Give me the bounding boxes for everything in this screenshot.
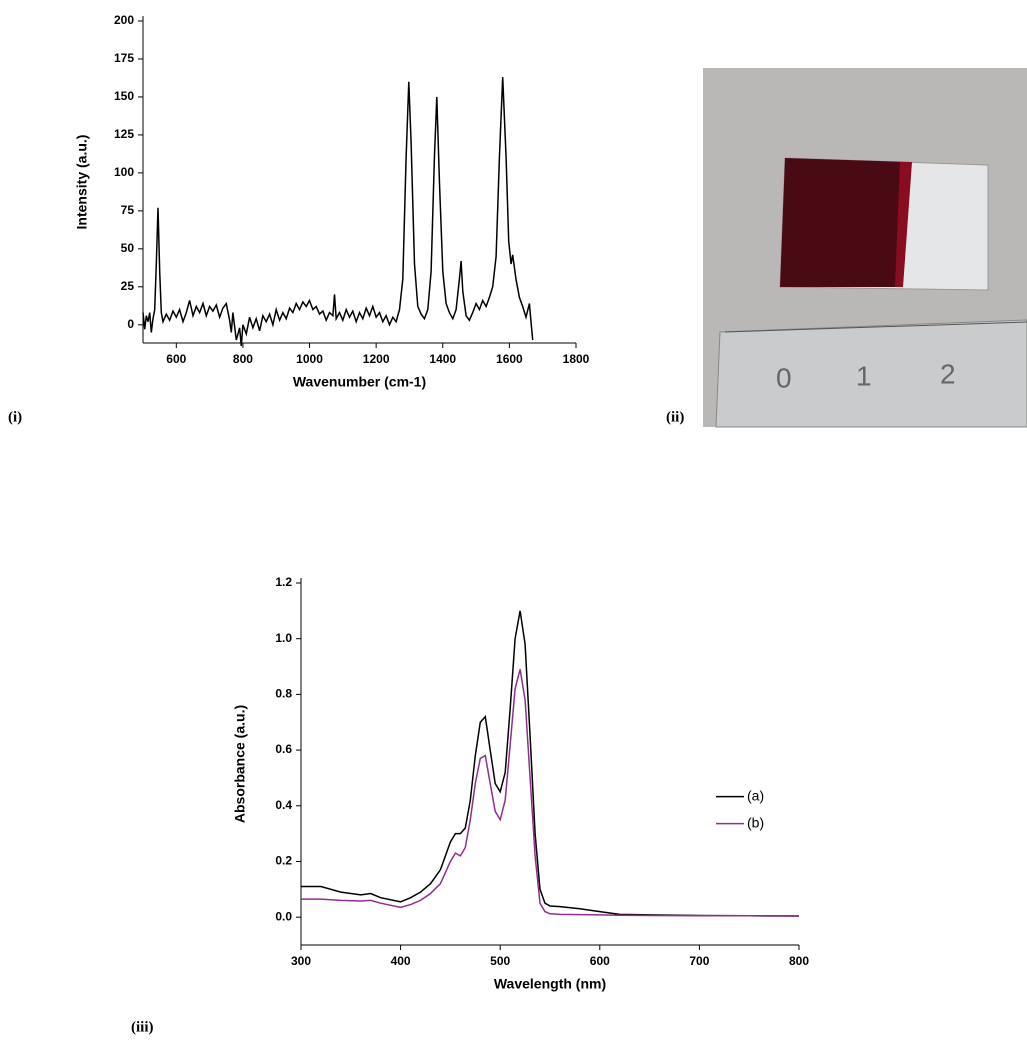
x-axis-label: Wavelength (nm) [494, 976, 606, 992]
y-axis-label: Intensity (a.u.) [74, 135, 90, 230]
x-tick-label: 600 [590, 954, 610, 968]
y-tick-label: 50 [121, 241, 135, 255]
x-tick-label: 400 [391, 954, 411, 968]
ruler-edge [724, 321, 1027, 333]
y-tick-label: 200 [114, 13, 134, 27]
x-tick-label: 800 [789, 954, 809, 968]
x-tick-label: 1800 [563, 352, 590, 366]
panel-label: (i) [8, 409, 22, 425]
data-line [301, 610, 800, 917]
x-tick-label: 1400 [429, 352, 456, 366]
y-tick-label: 175 [114, 51, 134, 65]
y-axis-label: Absorbance (a.u.) [232, 705, 248, 823]
panel-label: (iii) [131, 1019, 154, 1035]
data-line [301, 669, 800, 917]
y-tick-label: 0.6 [275, 742, 292, 756]
y-tick-label: 125 [114, 127, 134, 141]
y-tick-label: 25 [121, 279, 135, 293]
y-tick-label: 100 [114, 165, 134, 179]
x-tick-label: 700 [689, 954, 709, 968]
y-tick-label: 0.2 [275, 854, 292, 868]
ruler [715, 319, 1027, 428]
x-tick-label: 1000 [296, 352, 323, 366]
y-tick-label: 0 [127, 317, 134, 331]
y-tick-label: 0.4 [275, 798, 292, 812]
film [780, 158, 910, 287]
x-tick-label: 500 [490, 954, 510, 968]
x-tick-label: 600 [166, 352, 186, 366]
ruler-label: 1 [856, 360, 872, 391]
y-tick-label: 75 [121, 203, 135, 217]
y-tick-label: 0.8 [275, 687, 292, 701]
ruler-label: 2 [940, 358, 956, 389]
y-tick-label: 1.0 [275, 631, 292, 645]
ruler-label: 0 [776, 362, 792, 393]
y-tick-label: 0.0 [275, 909, 292, 923]
y-tick-label: 1.2 [275, 575, 292, 589]
panel-label: (ii) [666, 409, 684, 425]
x-tick-label: 1600 [496, 352, 523, 366]
film-edge [895, 162, 912, 287]
y-tick-label: 150 [114, 89, 134, 103]
x-tick-label: 300 [291, 954, 311, 968]
photo: 0 1 2 [703, 68, 1027, 428]
legend-label: (a) [747, 787, 764, 803]
x-tick-label: 1200 [363, 352, 390, 366]
x-tick-label: 800 [233, 352, 253, 366]
data-line [142, 77, 534, 347]
legend-label: (b) [747, 814, 764, 830]
x-axis-label: Wavenumber (cm-1) [293, 374, 426, 390]
